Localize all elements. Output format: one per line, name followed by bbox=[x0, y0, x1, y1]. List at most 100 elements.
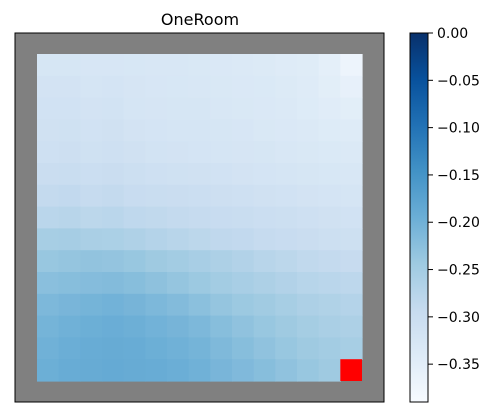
heatmap-cell bbox=[145, 206, 168, 229]
heatmap-cell bbox=[275, 337, 298, 360]
heatmap-cell bbox=[232, 359, 255, 382]
heatmap-cell bbox=[123, 293, 146, 317]
heatmap-cell bbox=[275, 315, 298, 338]
heatmap-cell bbox=[80, 119, 103, 142]
heatmap-cell bbox=[188, 54, 211, 77]
heatmap-cell bbox=[188, 206, 211, 229]
heatmap-cell bbox=[145, 337, 168, 360]
heatmap-cell bbox=[253, 75, 276, 99]
heatmap-cell bbox=[340, 206, 363, 229]
heatmap-cell bbox=[145, 228, 168, 251]
heatmap-cell bbox=[80, 359, 103, 382]
colorbar-tick-label: −0.35 bbox=[437, 357, 480, 373]
heatmap-cell bbox=[123, 359, 146, 382]
heatmap-axes bbox=[14, 32, 385, 403]
heatmap-cell bbox=[340, 54, 363, 77]
heatmap-cell bbox=[167, 141, 190, 164]
heatmap-cell bbox=[80, 54, 103, 77]
heatmap-cell bbox=[123, 75, 146, 99]
heatmap-cell bbox=[253, 272, 276, 295]
heatmap-cell bbox=[232, 54, 255, 77]
heatmap-cell bbox=[275, 119, 298, 142]
heatmap-cell bbox=[58, 206, 81, 229]
heatmap-cell bbox=[275, 228, 298, 251]
heatmap-cell bbox=[210, 228, 233, 251]
heatmap-cell bbox=[145, 97, 168, 120]
heatmap-cell bbox=[102, 97, 125, 120]
heatmap-cell bbox=[37, 228, 60, 251]
heatmap-cell bbox=[80, 337, 103, 360]
heatmap-cell bbox=[297, 228, 320, 251]
heatmap-cell bbox=[297, 163, 320, 186]
heatmap-cell bbox=[37, 97, 60, 120]
heatmap-cell bbox=[210, 293, 233, 317]
heatmap-cell bbox=[318, 228, 341, 251]
heatmap-cell bbox=[297, 184, 320, 208]
heatmap-cell bbox=[188, 293, 211, 317]
colorbar-tick-label: −0.20 bbox=[437, 215, 480, 231]
heatmap-cell bbox=[145, 163, 168, 186]
heatmap-cell bbox=[210, 206, 233, 229]
heatmap-cell bbox=[297, 337, 320, 360]
heatmap-cell bbox=[188, 359, 211, 382]
heatmap-cell bbox=[340, 250, 363, 273]
heatmap-cell bbox=[297, 359, 320, 382]
colorbar-tick-label: −0.25 bbox=[437, 263, 480, 279]
heatmap-cell bbox=[123, 97, 146, 120]
heatmap-cell bbox=[167, 163, 190, 186]
heatmap-cell bbox=[167, 54, 190, 77]
heatmap-cell bbox=[123, 337, 146, 360]
colorbar-tick-label: −0.30 bbox=[437, 310, 480, 326]
heatmap-cell bbox=[58, 184, 81, 208]
heatmap-cell bbox=[123, 315, 146, 338]
colorbar-body bbox=[410, 33, 428, 402]
heatmap-cell bbox=[297, 315, 320, 338]
heatmap-cell bbox=[167, 272, 190, 295]
heatmap-cell bbox=[145, 293, 168, 317]
heatmap-cell bbox=[145, 54, 168, 77]
colorbar-frame bbox=[409, 32, 429, 403]
heatmap-cell bbox=[275, 272, 298, 295]
heatmap-cell bbox=[210, 272, 233, 295]
heatmap-cell bbox=[167, 337, 190, 360]
heatmap-cell bbox=[58, 315, 81, 338]
heatmap-cell bbox=[253, 359, 276, 382]
heatmap-cell bbox=[275, 141, 298, 164]
heatmap-cell bbox=[275, 184, 298, 208]
heatmap-cell bbox=[123, 54, 146, 77]
heatmap-cell bbox=[188, 163, 211, 186]
heatmap-cell bbox=[297, 97, 320, 120]
heatmap-cell bbox=[275, 250, 298, 273]
heatmap-cell bbox=[232, 293, 255, 317]
heatmap-cell bbox=[297, 250, 320, 273]
heatmap-cell bbox=[102, 141, 125, 164]
heatmap-cell bbox=[145, 315, 168, 338]
heatmap-cell bbox=[102, 163, 125, 186]
heatmap-cell bbox=[340, 228, 363, 251]
heatmap-cell bbox=[318, 119, 341, 142]
heatmap-cell bbox=[318, 141, 341, 164]
heatmap-cell bbox=[340, 315, 363, 338]
colorbar-tick-label: −0.05 bbox=[437, 73, 480, 89]
heatmap-cell bbox=[340, 163, 363, 186]
heatmap-cell bbox=[318, 184, 341, 208]
heatmap-cell bbox=[188, 75, 211, 99]
heatmap-cell bbox=[123, 206, 146, 229]
heatmap-cell bbox=[210, 75, 233, 99]
heatmap-cell bbox=[58, 337, 81, 360]
heatmap-cell bbox=[37, 184, 60, 208]
heatmap-cell bbox=[188, 315, 211, 338]
heatmap-cell bbox=[37, 293, 60, 317]
heatmap-cell bbox=[318, 272, 341, 295]
heatmap-cell bbox=[80, 97, 103, 120]
heatmap-cell bbox=[253, 54, 276, 77]
heatmap-cell bbox=[102, 337, 125, 360]
heatmap-cell bbox=[297, 75, 320, 99]
heatmap-cell bbox=[123, 141, 146, 164]
heatmap-cell bbox=[232, 272, 255, 295]
heatmap-cell bbox=[297, 54, 320, 77]
colorbar-ticks: 0.00 −0.05 −0.10 −0.15 −0.20 −0.25 −0.30 −0.35 bbox=[428, 26, 480, 373]
heatmap-cell bbox=[145, 184, 168, 208]
heatmap-cell bbox=[318, 315, 341, 338]
heatmap-cell bbox=[253, 293, 276, 317]
